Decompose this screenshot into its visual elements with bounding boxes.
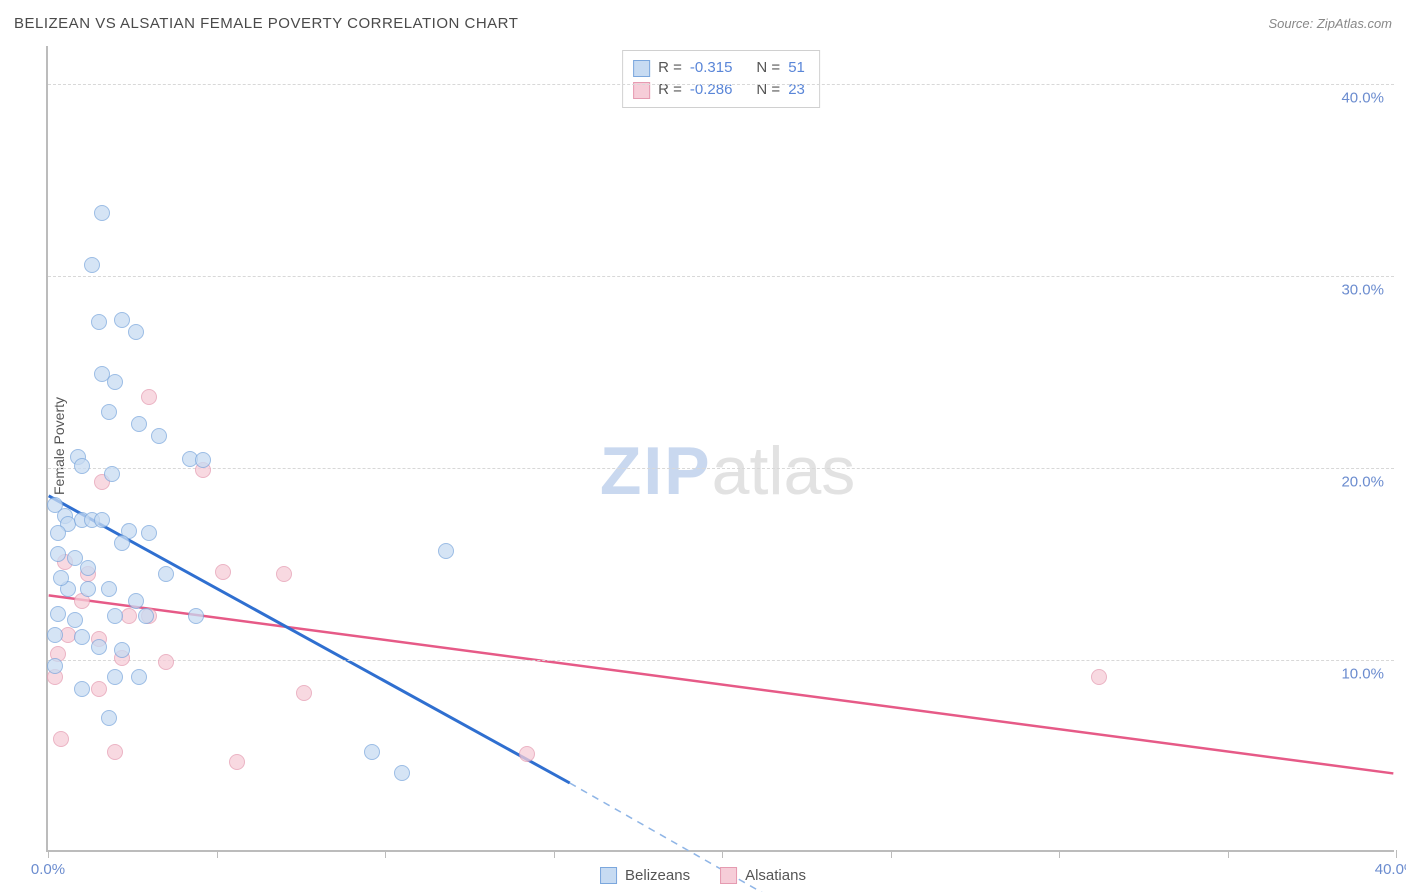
x-tick — [554, 850, 555, 858]
n-value-alsatians: 23 — [788, 79, 805, 101]
x-tick — [217, 850, 218, 858]
belizean-marker — [50, 606, 66, 622]
y-tick-label: 40.0% — [1341, 90, 1384, 107]
legend-row-belizeans: R = -0.315 N = 51 — [633, 57, 805, 79]
belizean-marker — [138, 608, 154, 624]
belizean-marker — [141, 525, 157, 541]
belizean-marker — [84, 257, 100, 273]
alsatian-marker — [141, 389, 157, 405]
belizean-marker — [47, 627, 63, 643]
watermark-light: atlas — [712, 433, 856, 509]
chart-header: BELIZEAN VS ALSATIAN FEMALE POVERTY CORR… — [0, 0, 1406, 46]
legend-label-alsatians: Alsatians — [745, 867, 806, 884]
swatch-belizeans — [633, 60, 650, 77]
y-tick-label: 20.0% — [1341, 474, 1384, 491]
y-tick-label: 30.0% — [1341, 282, 1384, 299]
legend-label-belizeans: Belizeans — [625, 867, 690, 884]
x-tick — [1228, 850, 1229, 858]
belizean-marker — [107, 669, 123, 685]
watermark-bold: ZIP — [600, 433, 712, 509]
r-value-alsatians: -0.286 — [690, 79, 733, 101]
belizean-marker — [94, 512, 110, 528]
belizean-marker — [91, 639, 107, 655]
legend-item-alsatians: Alsatians — [720, 867, 806, 884]
alsatian-marker — [296, 685, 312, 701]
belizean-marker — [131, 416, 147, 432]
swatch-belizeans — [600, 867, 617, 884]
trend-line — [49, 595, 1394, 773]
y-tick-label: 10.0% — [1341, 666, 1384, 683]
belizean-marker — [151, 428, 167, 444]
x-tick-label: 40.0% — [1375, 861, 1406, 878]
watermark: ZIPatlas — [600, 432, 855, 510]
belizean-marker — [131, 669, 147, 685]
legend-correlation: R = -0.315 N = 51 R = -0.286 N = 23 — [622, 50, 820, 108]
belizean-marker — [107, 374, 123, 390]
belizean-marker — [114, 312, 130, 328]
belizean-marker — [107, 608, 123, 624]
x-tick — [1059, 850, 1060, 858]
r-label: R = — [658, 79, 682, 101]
belizean-marker — [114, 535, 130, 551]
belizean-marker — [158, 566, 174, 582]
plot-area: ZIPatlas R = -0.315 N = 51 R = -0.286 N … — [46, 46, 1394, 852]
alsatian-marker — [91, 681, 107, 697]
belizean-marker — [67, 612, 83, 628]
n-value-belizeans: 51 — [788, 57, 805, 79]
gridline — [48, 276, 1394, 277]
x-tick — [891, 850, 892, 858]
alsatian-marker — [229, 754, 245, 770]
x-tick — [1396, 850, 1397, 858]
alsatian-marker — [1091, 669, 1107, 685]
belizean-marker — [80, 581, 96, 597]
belizean-marker — [80, 560, 96, 576]
x-tick — [722, 850, 723, 858]
belizean-marker — [101, 404, 117, 420]
gridline — [48, 660, 1394, 661]
chart-title: BELIZEAN VS ALSATIAN FEMALE POVERTY CORR… — [14, 15, 518, 32]
belizean-marker — [188, 608, 204, 624]
chart-source: Source: ZipAtlas.com — [1268, 16, 1392, 31]
alsatian-marker — [107, 744, 123, 760]
belizean-marker — [104, 466, 120, 482]
x-tick — [48, 850, 49, 858]
belizean-marker — [101, 710, 117, 726]
belizean-marker — [128, 324, 144, 340]
belizean-marker — [50, 546, 66, 562]
alsatian-marker — [158, 654, 174, 670]
belizean-marker — [74, 458, 90, 474]
belizean-marker — [128, 593, 144, 609]
x-tick-label: 0.0% — [31, 861, 65, 878]
belizean-marker — [94, 205, 110, 221]
r-label: R = — [658, 57, 682, 79]
trend-lines-svg — [48, 46, 1394, 850]
alsatian-marker — [276, 566, 292, 582]
belizean-marker — [53, 570, 69, 586]
legend-series: Belizeans Alsatians — [600, 867, 806, 884]
swatch-alsatians — [720, 867, 737, 884]
gridline — [48, 84, 1394, 85]
x-tick — [385, 850, 386, 858]
belizean-marker — [114, 642, 130, 658]
alsatian-marker — [53, 731, 69, 747]
n-label: N = — [756, 57, 780, 79]
belizean-marker — [50, 525, 66, 541]
n-label: N = — [756, 79, 780, 101]
belizean-marker — [394, 765, 410, 781]
r-value-belizeans: -0.315 — [690, 57, 733, 79]
belizean-marker — [101, 581, 117, 597]
belizean-marker — [47, 658, 63, 674]
belizean-marker — [438, 543, 454, 559]
gridline — [48, 468, 1394, 469]
alsatian-marker — [519, 746, 535, 762]
belizean-marker — [74, 681, 90, 697]
legend-row-alsatians: R = -0.286 N = 23 — [633, 79, 805, 101]
legend-item-belizeans: Belizeans — [600, 867, 690, 884]
belizean-marker — [74, 629, 90, 645]
belizean-marker — [364, 744, 380, 760]
belizean-marker — [195, 452, 211, 468]
alsatian-marker — [215, 564, 231, 580]
belizean-marker — [91, 314, 107, 330]
